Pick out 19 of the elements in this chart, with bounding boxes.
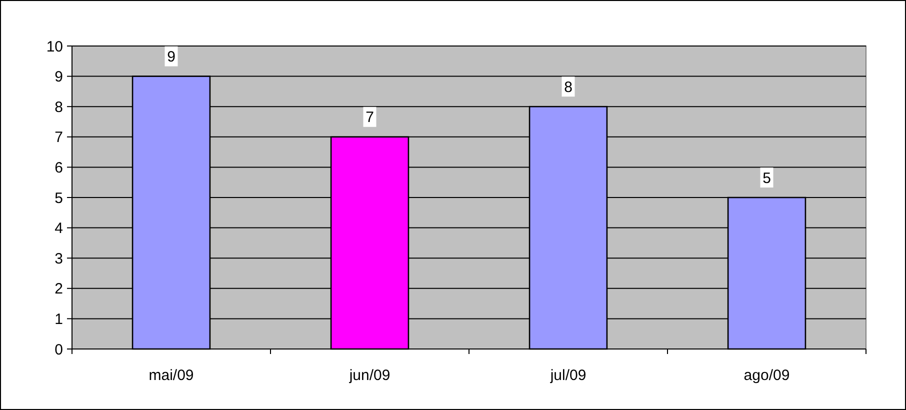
y-tick-label: 7 bbox=[54, 129, 63, 146]
y-tick-label: 6 bbox=[54, 159, 63, 176]
y-tick-label: 4 bbox=[54, 220, 63, 238]
data-label: 8 bbox=[564, 78, 572, 96]
y-tick-label: 8 bbox=[54, 98, 63, 116]
data-label: 7 bbox=[366, 109, 374, 126]
x-tick-label: ago/09 bbox=[744, 367, 790, 384]
x-tick-label: jul/09 bbox=[549, 367, 586, 384]
y-tick-label: 2 bbox=[54, 280, 63, 298]
x-tick-label: mai/09 bbox=[148, 367, 194, 384]
y-tick-label: 10 bbox=[46, 38, 63, 56]
y-tick-label: 1 bbox=[54, 310, 63, 328]
data-label: 5 bbox=[762, 170, 771, 187]
y-tick-label: 0 bbox=[54, 341, 63, 358]
y-tick-label: 9 bbox=[54, 68, 63, 86]
data-label: 9 bbox=[167, 48, 176, 66]
y-tick-label: 3 bbox=[54, 250, 63, 268]
x-tick-label: jun/09 bbox=[348, 367, 390, 384]
y-tick-label: 5 bbox=[54, 190, 63, 207]
